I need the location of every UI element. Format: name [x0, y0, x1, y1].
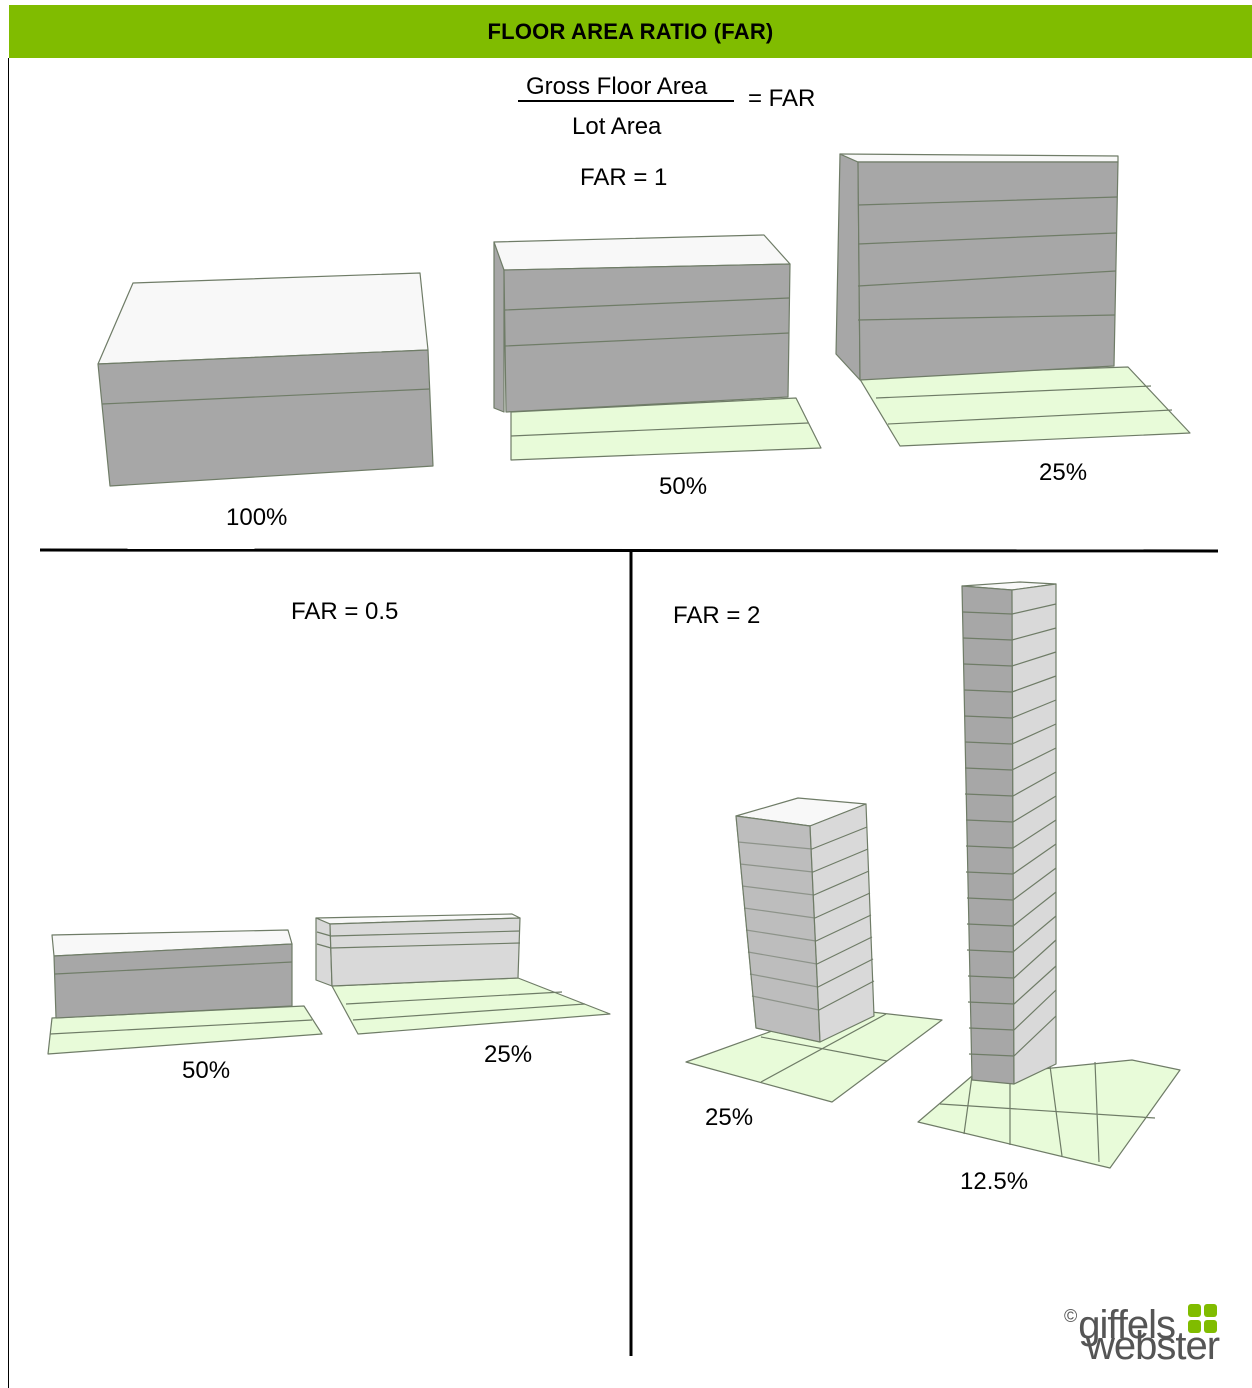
logo-line1: giffels — [1078, 1303, 1176, 1347]
far2-label: FAR = 2 — [673, 602, 761, 629]
coverage-far2-12-5: 12.5% — [960, 1168, 1029, 1195]
title-banner: FLOOR AREA RATIO (FAR) — [9, 5, 1252, 58]
horizontal-divider — [39, 548, 1219, 553]
coverage-far1-25: 25% — [1039, 459, 1088, 486]
building-far05-25pct — [315, 913, 611, 1035]
coverage-far2-25: 25% — [705, 1104, 754, 1131]
far1-label: FAR = 1 — [580, 164, 668, 191]
building-far1-25pct — [835, 153, 1191, 447]
giffels-webster-logo: ©giffels webster — [1064, 1296, 1234, 1366]
building-far2-25pct — [685, 797, 943, 1103]
coverage-far1-100: 100% — [226, 504, 288, 531]
coverage-far1-50: 50% — [659, 473, 708, 500]
building-far1-50pct — [493, 234, 822, 461]
left-border — [8, 58, 9, 1388]
plus-logo-icon — [1188, 1304, 1217, 1333]
building-far2-12-5pct — [917, 581, 1181, 1169]
formula-denominator: Lot Area — [572, 113, 662, 140]
page-title: FLOOR AREA RATIO (FAR) — [487, 18, 774, 44]
fraction-bar — [518, 100, 734, 102]
formula-numerator: Gross Floor Area — [526, 73, 708, 100]
building-far05-50pct — [47, 929, 323, 1055]
coverage-far05-25: 25% — [484, 1041, 533, 1068]
far05-label: FAR = 0.5 — [291, 598, 399, 625]
coverage-far05-50: 50% — [182, 1057, 231, 1084]
copyright-symbol: © — [1064, 1306, 1077, 1326]
formula-result: = FAR — [748, 85, 816, 112]
building-far1-100pct — [97, 272, 434, 487]
